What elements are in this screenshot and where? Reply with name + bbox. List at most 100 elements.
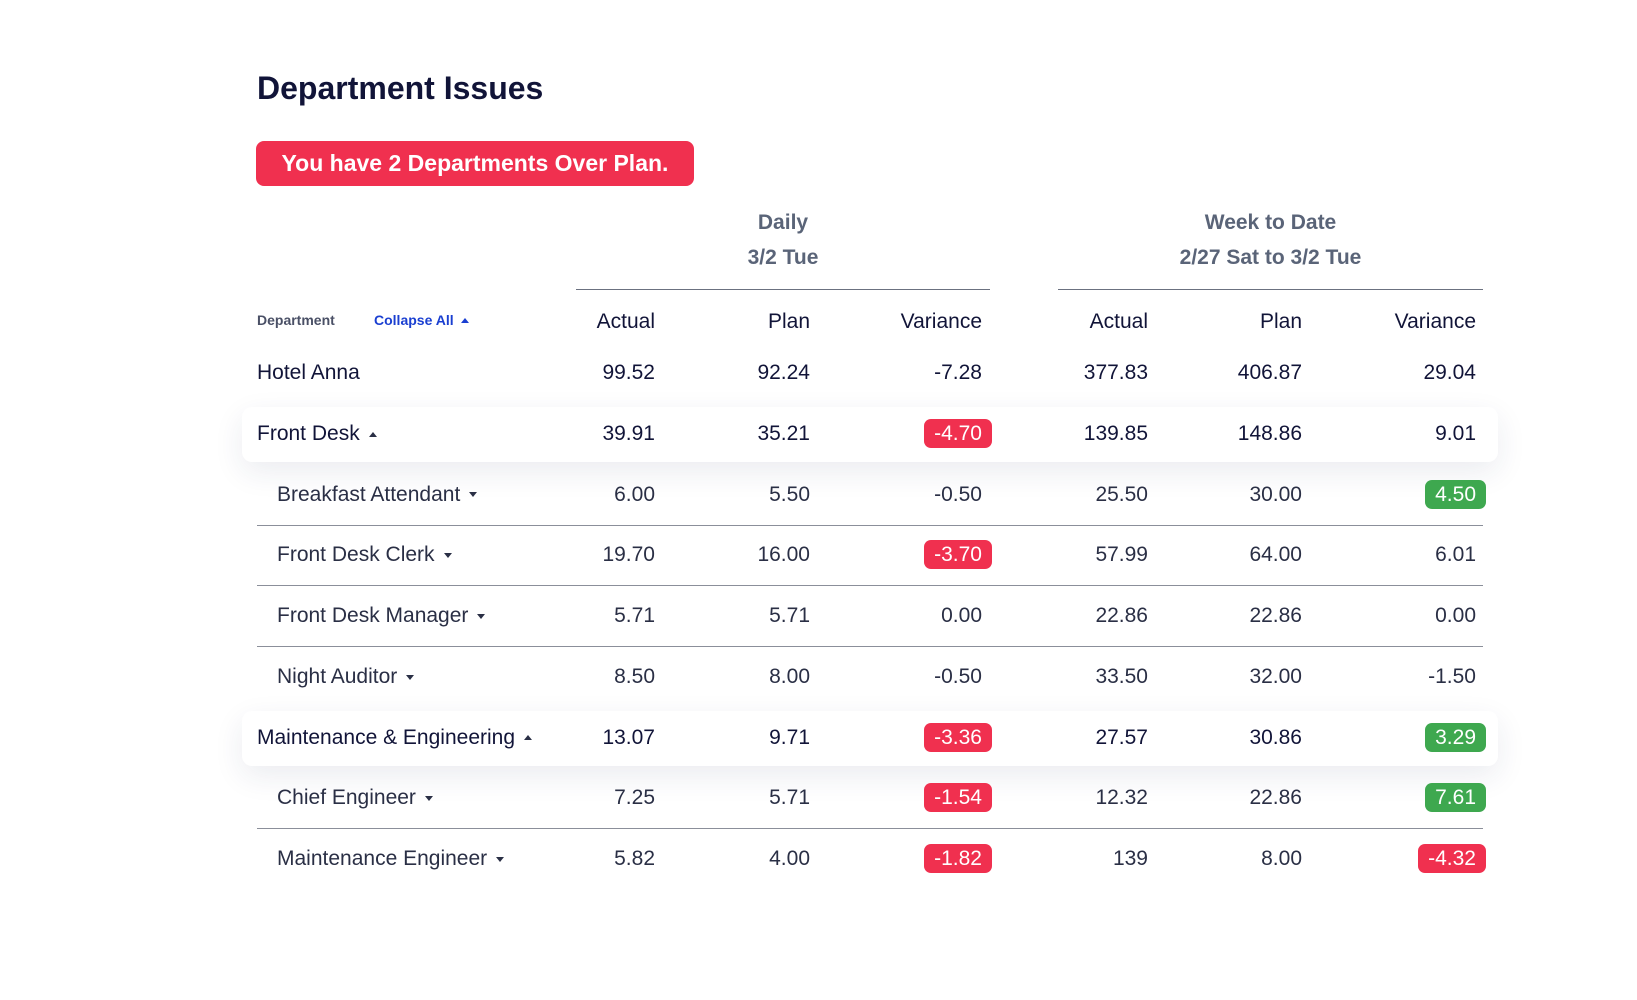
cell-value: 5.50 — [769, 482, 810, 506]
row-label: Front Desk — [257, 421, 360, 445]
variance-badge: 7.61 — [1425, 783, 1486, 813]
table-cell: 406.87 — [1238, 361, 1302, 385]
table-cell: 7.61 — [1425, 783, 1486, 813]
cell-value: 4.00 — [769, 847, 810, 870]
row-name: Breakfast Attendant — [277, 482, 478, 507]
cell-value: 64.00 — [1249, 543, 1302, 567]
table-cell: 12.32 — [1095, 786, 1148, 810]
row-label: Chief Engineer — [277, 786, 416, 810]
department-label: Department — [257, 312, 335, 328]
table-cell: 6.01 — [1435, 543, 1476, 567]
expand-toggle[interactable] — [406, 674, 415, 680]
cell-value: 8.50 — [614, 664, 655, 688]
cell-value: 6.01 — [1435, 543, 1476, 567]
caret-up[interactable] — [460, 318, 469, 323]
cell-value: 30.86 — [1249, 725, 1302, 749]
table-cell: 4.50 — [1425, 479, 1486, 509]
row-name: Night Auditor — [277, 665, 415, 689]
cell-value: 148.86 — [1237, 421, 1302, 445]
table-cell: 19.70 — [602, 543, 655, 567]
variance-badge: -4.70 — [924, 418, 992, 448]
cell-value: 22.86 — [1249, 604, 1302, 627]
variance-badge: -3.70 — [924, 540, 992, 570]
cell-value: 5.71 — [769, 786, 810, 810]
row-name: Front Desk Clerk — [277, 543, 452, 567]
row-name: Maintenance & Engineering — [257, 726, 533, 750]
cell-value: -0.50 — [934, 664, 982, 688]
collapse-all-label[interactable]: Collapse All — [374, 312, 454, 328]
table-cell: 5.82 — [614, 847, 655, 871]
expand-toggle[interactable] — [496, 856, 505, 862]
cell-value: -0.50 — [934, 482, 982, 506]
cell-value: 92.24 — [757, 361, 810, 384]
row-separator — [257, 524, 1483, 526]
collapse-all[interactable]: Collapse All — [374, 312, 469, 328]
cell-value: 13.07 — [602, 725, 655, 749]
row-separator — [257, 646, 1483, 647]
table-cell: 22.86 — [1249, 786, 1302, 810]
table-cell: 16.00 — [757, 543, 810, 567]
table-cell: -0.50 — [934, 665, 982, 689]
table-cell: 5.50 — [769, 483, 810, 507]
column-header: Actual — [1089, 310, 1148, 333]
table-cell: 139 — [1113, 847, 1148, 871]
expand-toggle[interactable] — [469, 492, 478, 498]
cell-value: 139 — [1112, 847, 1148, 870]
table-cell: 8.00 — [769, 665, 810, 689]
group-divider — [1058, 289, 1483, 290]
group-subtitle: 3/2 Tue — [747, 246, 819, 269]
table-cell: 8.00 — [1261, 847, 1302, 871]
group-row-card — [242, 406, 1498, 462]
table-cell: -1.50 — [1428, 665, 1476, 689]
cell-value: 12.32 — [1095, 786, 1148, 810]
table-cell: 7.25 — [614, 786, 655, 810]
cell-value: 29.04 — [1423, 361, 1476, 384]
cell-value: 32.00 — [1249, 664, 1302, 688]
table-cell: 9.71 — [769, 726, 810, 750]
cell-value: 0.00 — [941, 604, 982, 627]
cell-value: 6.00 — [614, 482, 655, 506]
table-cell: 27.57 — [1095, 726, 1148, 750]
cell-value: 139.85 — [1083, 421, 1148, 445]
cell-value: 8.00 — [769, 664, 810, 688]
table-cell: -7.28 — [934, 361, 982, 385]
expand-toggle[interactable] — [477, 613, 486, 619]
row-name: Front Desk — [257, 422, 377, 446]
collapse-toggle[interactable] — [368, 431, 377, 437]
group-title: Week to Date — [1204, 211, 1337, 234]
cell-value: 9.71 — [769, 725, 810, 749]
table-cell: -4.32 — [1418, 844, 1486, 873]
cell-value: 22.86 — [1249, 786, 1302, 810]
row-name: Chief Engineer — [277, 786, 433, 810]
collapse-toggle[interactable] — [524, 735, 533, 741]
cell-value: 27.57 — [1095, 725, 1148, 749]
cell-value: 35.21 — [757, 421, 810, 445]
expand-toggle[interactable] — [424, 796, 433, 802]
cell-value: 8.00 — [1261, 847, 1302, 870]
variance-badge: -3.36 — [924, 722, 992, 752]
table-cell: 13.07 — [602, 726, 655, 750]
table-cell: 92.24 — [757, 361, 810, 385]
column-header: Variance — [900, 310, 982, 333]
cell-value: 99.52 — [602, 361, 655, 384]
row-label: Hotel Anna — [257, 361, 360, 384]
cell-value: 19.70 — [602, 543, 655, 567]
table-cell: 139.85 — [1084, 422, 1148, 446]
table-cell: 30.00 — [1249, 483, 1302, 507]
table-cell: 5.71 — [769, 604, 810, 628]
table-cell: 6.00 — [614, 483, 655, 507]
table-cell: 0.00 — [941, 604, 982, 628]
alert-banner: You have 2 Departments Over Plan. — [256, 141, 694, 186]
expand-toggle[interactable] — [443, 553, 452, 559]
row-label: Breakfast Attendant — [277, 482, 461, 506]
table-cell: 4.00 — [769, 847, 810, 871]
cell-value: 0.00 — [1435, 604, 1476, 627]
table-cell: 57.99 — [1095, 543, 1148, 567]
table-cell: -3.36 — [924, 722, 992, 752]
cell-value: -1.50 — [1428, 664, 1476, 688]
column-header: Variance — [1394, 310, 1476, 333]
group-title: Daily — [757, 211, 809, 234]
cell-value: 25.50 — [1095, 482, 1148, 506]
group-subtitle: 2/27 Sat to 3/2 Tue — [1179, 246, 1362, 269]
